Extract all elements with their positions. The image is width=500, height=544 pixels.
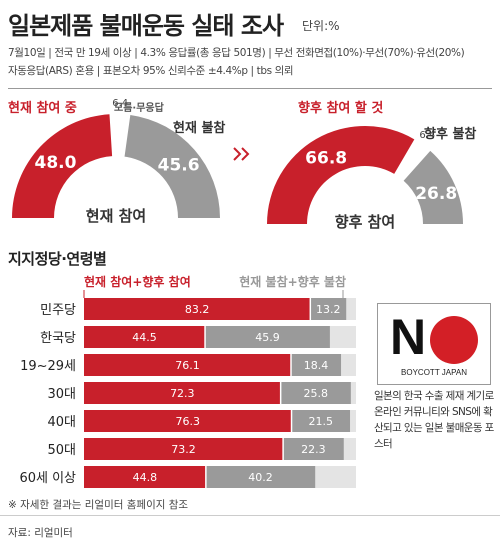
gauge-label-1: 모름·무응답 <box>114 102 165 114</box>
category-label: 19~29세 <box>20 359 76 374</box>
bar-participate <box>84 326 206 348</box>
bar-participate <box>84 438 284 460</box>
bar-value-nonparticipate: 22.3 <box>301 443 326 456</box>
gauge-value-0: 48.0 <box>35 153 77 173</box>
gauge-label-2: 향후 불참 <box>424 126 476 142</box>
bar-value-participate: 73.2 <box>171 443 196 456</box>
gauge-label-2: 현재 불참 <box>173 120 225 136</box>
bar-nonparticipate <box>290 354 342 376</box>
poster-caption: 일본의 한국 수출 제재 계기로 온라인 커뮤니티와 SNS에 확산되고 있는 … <box>374 390 494 450</box>
bar-nonparticipate <box>291 410 351 432</box>
bar-value-participate: 44.5 <box>132 331 157 344</box>
bar-row: 60세 이상 44.8 40.2 <box>19 466 356 488</box>
bar-value-nonparticipate: 18.4 <box>304 359 329 372</box>
bar-nonparticipate <box>205 466 316 488</box>
bar-value-nonparticipate: 40.2 <box>248 471 273 484</box>
red-sun-circle <box>430 316 478 364</box>
category-label: 민주당 <box>40 303 76 318</box>
bar-participate <box>84 410 292 432</box>
boycott-poster: N BOYCOTT JAPAN <box>377 303 491 385</box>
bar-nonparticipate <box>205 326 330 348</box>
gauge-value-1: 6.4 <box>112 98 128 109</box>
bar-participate <box>84 382 281 404</box>
gauge-value-2: 45.6 <box>158 156 200 176</box>
bar-participate <box>84 354 291 376</box>
page-title: 일본제품 불매운동 실태 조사 <box>8 12 284 40</box>
bar-row: 40대 76.3 21.5 <box>47 410 356 432</box>
gauge-label-0: 향후 참여 할 것 <box>298 100 383 116</box>
gauge-value-2: 26.8 <box>415 184 457 204</box>
gauge-slice-2 <box>403 150 463 224</box>
survey-meta-line-2: 자동응답(ARS) 혼용 | 표본오차 95% 신뢰수준 ±4.4%p | tb… <box>8 65 294 77</box>
category-label: 한국당 <box>40 331 76 346</box>
gauge-title: 현재 참여 <box>86 207 146 225</box>
legend-participate: 현재 참여+향후 참여 <box>84 274 191 289</box>
bar-nonparticipate <box>280 382 351 404</box>
source-label: 자료: 리얼미터 <box>8 527 73 539</box>
bar-value-participate: 76.3 <box>176 415 201 428</box>
gauge-value-0: 66.8 <box>305 148 347 168</box>
unit-label: 단위:% <box>302 19 340 33</box>
section-title-breakdown: 지지정당·연령별 <box>8 250 107 268</box>
category-label: 50대 <box>47 443 76 458</box>
category-label: 30대 <box>47 387 76 402</box>
bar-nonparticipate <box>283 438 344 460</box>
divider-top <box>8 88 492 89</box>
bar-value-nonparticipate: 21.5 <box>309 415 334 428</box>
category-label: 60세 이상 <box>19 471 76 486</box>
bar-value-participate: 44.8 <box>133 471 158 484</box>
bar-value-nonparticipate: 45.9 <box>255 331 280 344</box>
bar-nonparticipate <box>310 298 347 320</box>
gauge-label-0: 현재 참여 중 <box>8 100 77 116</box>
chevron-arrows-icon <box>233 147 250 161</box>
poster-letter: N <box>390 309 427 365</box>
gauge-slice-2 <box>124 114 220 218</box>
divider-bottom <box>0 515 500 516</box>
gauge-slice-0 <box>267 126 415 224</box>
gauge-title: 향후 참여 <box>335 213 395 231</box>
bar-participate <box>84 466 206 488</box>
bar-row: 민주당 83.2 13.2 <box>40 298 356 320</box>
bar-row: 50대 73.2 22.3 <box>47 438 356 460</box>
bar-participate <box>84 298 311 320</box>
bar-value-participate: 83.2 <box>185 303 210 316</box>
bar-value-participate: 72.3 <box>170 387 195 400</box>
bar-row: 한국당 44.5 45.9 <box>40 326 356 348</box>
survey-meta-line-1: 7월10일 | 전국 만 19세 이상 | 4.3% 응답률(총 응답 501명… <box>8 47 465 59</box>
bar-value-nonparticipate: 25.8 <box>303 387 328 400</box>
bar-value-participate: 76.1 <box>175 359 200 372</box>
category-label: 40대 <box>47 415 76 430</box>
bar-value-nonparticipate: 13.2 <box>316 303 341 316</box>
poster-text: BOYCOTT JAPAN <box>401 368 467 377</box>
legend-nonparticipate: 현재 불참+향후 불참 <box>239 274 346 289</box>
bar-row: 30대 72.3 25.8 <box>47 382 356 404</box>
gauge-slice-0 <box>12 114 113 218</box>
gauge-value-1: 6.4 <box>419 130 435 141</box>
footnote: ※ 자세한 결과는 리얼미터 홈페이지 참조 <box>8 499 189 511</box>
bar-row: 19~29세 76.1 18.4 <box>20 354 356 376</box>
